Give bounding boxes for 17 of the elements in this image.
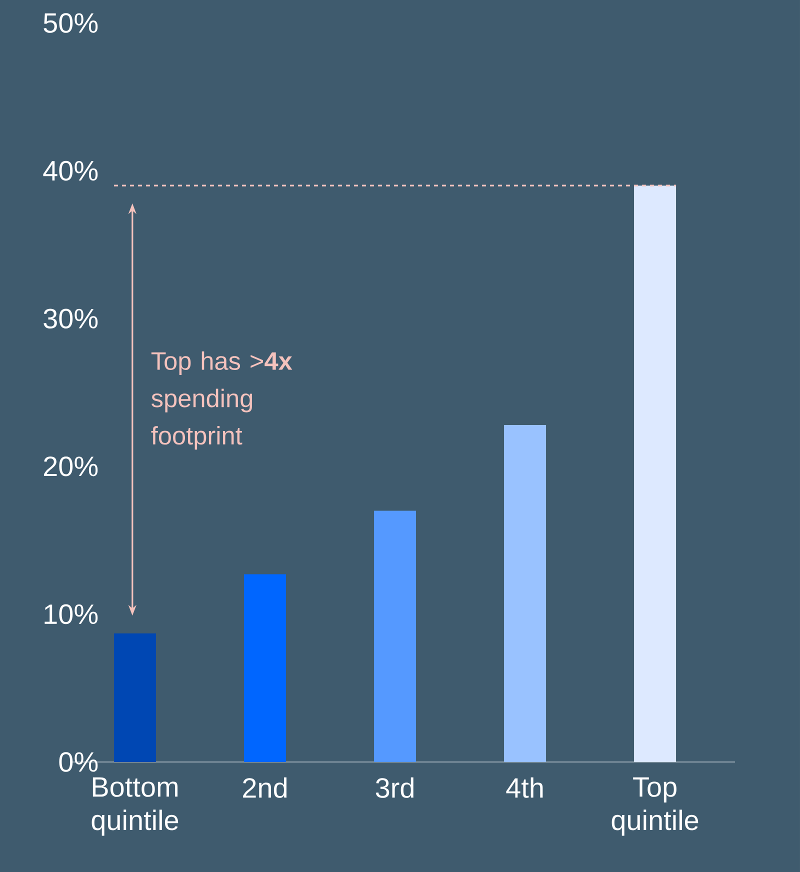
y-tick-label: 30% [44, 308, 98, 329]
annotation: Top has >4x spending footprint [151, 351, 292, 450]
y-tick-label: 40% [43, 160, 98, 181]
bar [634, 186, 676, 762]
x-tick-label: 4th [506, 777, 543, 798]
x-tick-label: Top quintile [612, 777, 698, 836]
y-tick-label: 50% [44, 13, 98, 33]
bar [244, 574, 286, 762]
y-tick-label: 0% [59, 752, 98, 772]
y-tick-label: 20% [44, 456, 98, 476]
bar [114, 633, 156, 762]
x-tick-label: 3rd [376, 777, 414, 798]
bar [374, 510, 416, 762]
x-tick-label: 2nd [243, 777, 287, 798]
x-tick-label: Bottom quintile [92, 777, 178, 836]
bar [504, 425, 546, 762]
y-tick-label: 10% [44, 604, 98, 624]
